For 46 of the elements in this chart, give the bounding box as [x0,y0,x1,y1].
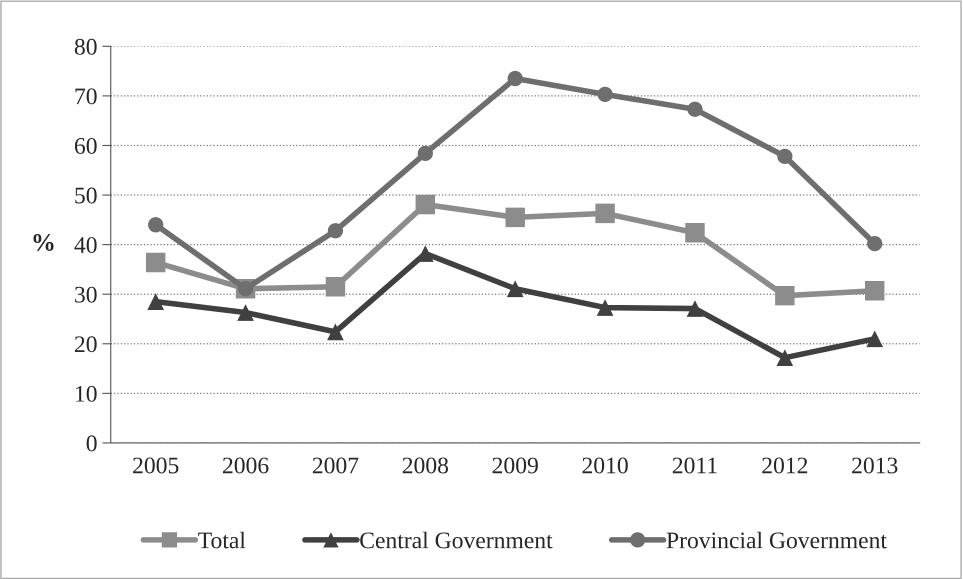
point [777,148,792,164]
point [147,293,164,310]
y-tick-label: 30 [75,286,97,303]
y-tick-label: 50 [75,188,97,204]
y-tick-label: 40 [74,237,97,254]
x-tick-label: 2013 [852,458,898,474]
point [506,280,524,298]
point [776,349,794,366]
point [328,223,344,238]
x-tick-label: 2009 [492,458,538,474]
y-axis-title: % [33,234,54,251]
x-tick-label: 2010 [582,458,628,474]
legend-label: Total [198,532,246,548]
point [416,194,436,214]
point [867,236,882,252]
point [146,252,166,272]
point [866,330,884,348]
y-tick-label: 10 [76,386,97,402]
y-tick-label: 70 [75,88,97,104]
x-tick-label: 2011 [672,458,717,474]
point [326,277,346,296]
point [775,286,795,306]
x-tick-label: 2012 [762,458,808,474]
point [505,208,525,228]
point [327,324,344,340]
point [418,146,433,162]
point [865,281,884,300]
legend-label: Central Government [360,532,553,548]
point [685,223,705,242]
point [687,102,703,117]
point [597,86,613,102]
point [508,70,523,86]
point [686,300,704,317]
point [595,204,615,224]
y-tick-label: 80 [74,38,97,55]
y-tick-label: 60 [74,138,97,154]
point [148,217,164,232]
y-tick-label: 20 [74,336,97,352]
x-tick-label: 2006 [222,458,268,474]
y-tick-label: 0 [86,435,97,452]
x-tick-label: 2005 [133,458,178,474]
point [596,299,614,316]
legend-label: Provincial Government [666,532,887,548]
x-tick-label: 2007 [312,458,358,474]
x-tick-label: 2008 [402,458,448,474]
point [237,304,254,321]
